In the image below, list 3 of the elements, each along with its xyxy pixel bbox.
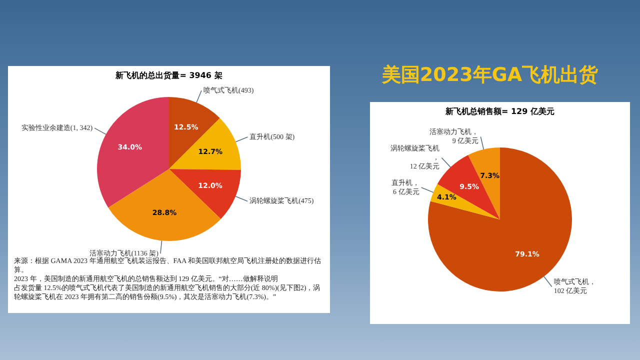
chart-title: 新飞机的总出货量= 3946 架	[114, 70, 224, 81]
text: 美国2023年GA飞机出货	[380, 63, 600, 88]
chart-title: 新飞机总销售额= 129 亿美元	[444, 106, 556, 117]
